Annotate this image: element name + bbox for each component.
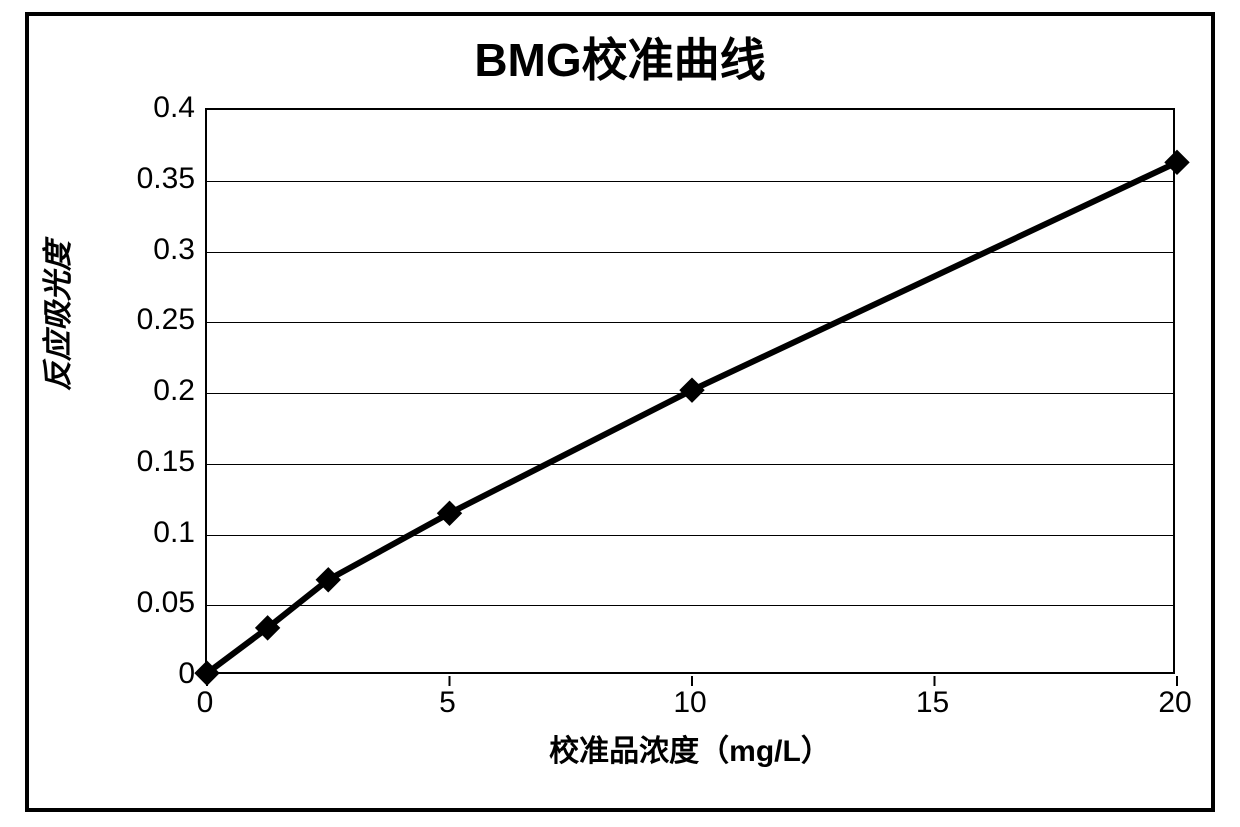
y-tick-label: 0.4 xyxy=(153,91,195,125)
data-marker xyxy=(438,501,462,525)
gridline xyxy=(207,252,1173,253)
series-line xyxy=(207,162,1177,673)
gridline xyxy=(207,535,1173,536)
gridline xyxy=(207,464,1173,465)
y-tick-label: 0.05 xyxy=(137,586,195,620)
x-tick-label: 15 xyxy=(916,686,949,720)
data-marker xyxy=(680,378,704,402)
y-tick-label: 0.35 xyxy=(137,162,195,196)
y-tick-label: 0.1 xyxy=(153,516,195,550)
x-tick-label: 10 xyxy=(673,686,706,720)
y-tick-label: 0.3 xyxy=(153,233,195,267)
gridline xyxy=(207,605,1173,606)
x-tick-label: 0 xyxy=(197,686,214,720)
y-tick-label: 0.15 xyxy=(137,445,195,479)
y-tick-label: 0.2 xyxy=(153,374,195,408)
chart-title: BMG校准曲线 xyxy=(25,24,1215,90)
x-tick-label: 20 xyxy=(1158,686,1191,720)
plot-area xyxy=(205,108,1175,674)
x-tick-label: 5 xyxy=(439,686,456,720)
y-tick-label: 0.25 xyxy=(137,303,195,337)
y-tick-label: 0 xyxy=(178,657,195,691)
x-axis-label: 校准品浓度（mg/L） xyxy=(205,726,1175,770)
gridline xyxy=(207,393,1173,394)
gridline xyxy=(207,181,1173,182)
gridline xyxy=(207,322,1173,323)
